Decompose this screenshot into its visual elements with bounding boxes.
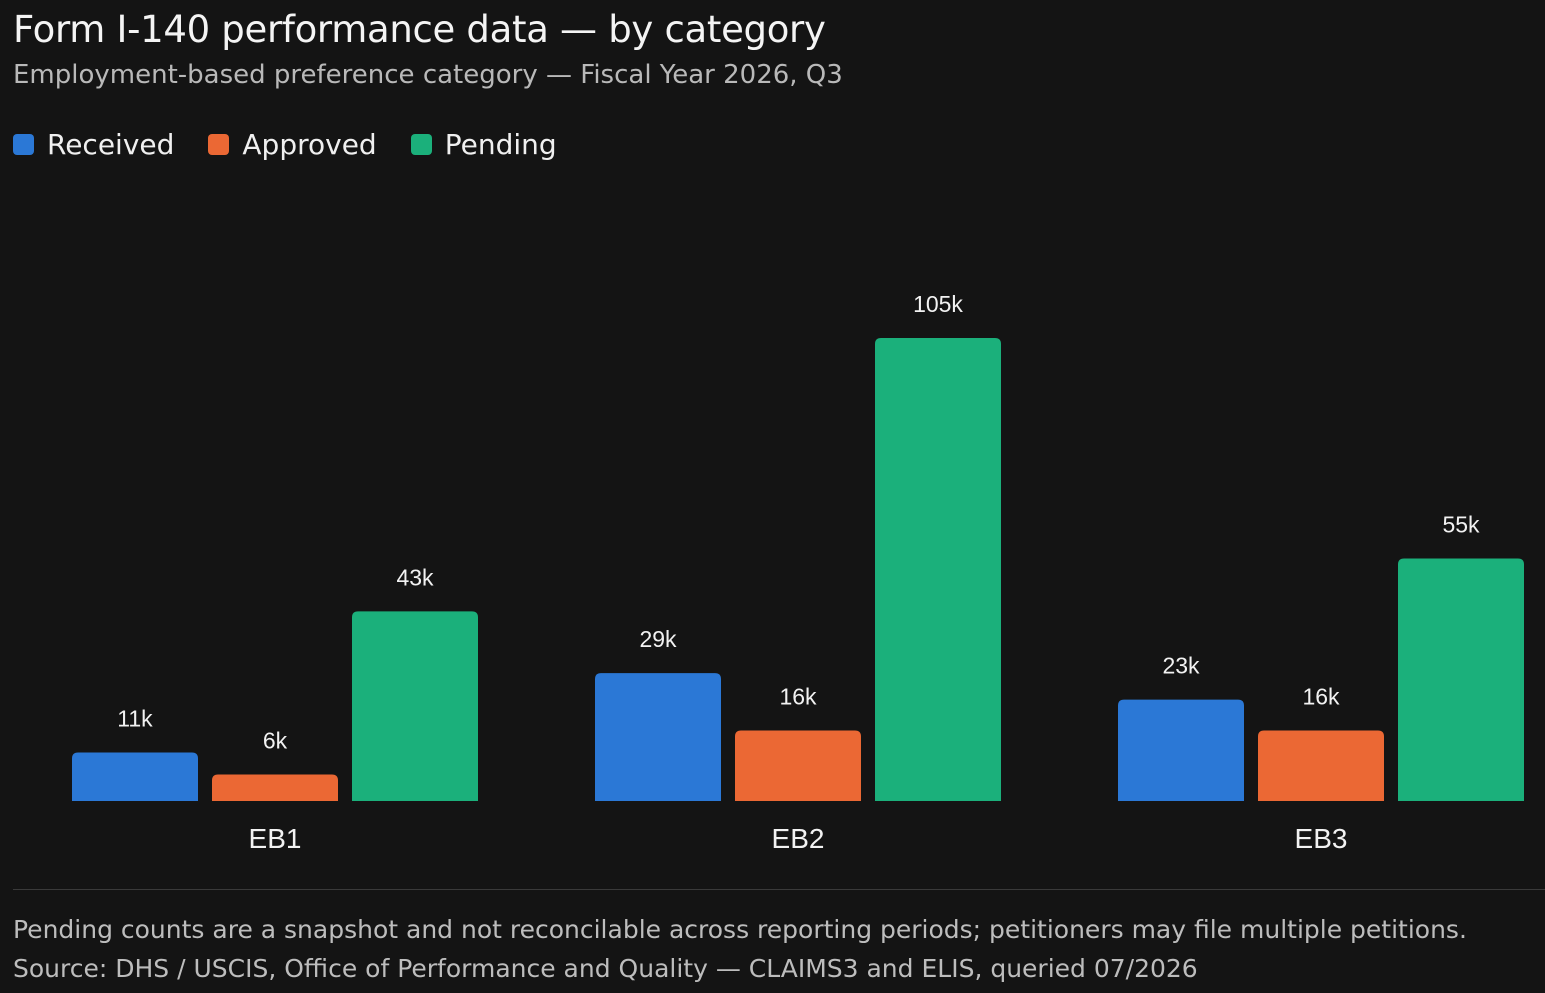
bar-value-label-eb2-received: 29k	[639, 626, 677, 652]
bar-eb2-approved	[735, 730, 861, 801]
bar-value-label-eb3-received: 23k	[1162, 653, 1200, 679]
bar-value-label-eb1-received: 11k	[117, 705, 153, 731]
legend-swatch-approved	[208, 134, 230, 155]
bar-eb2-pending	[875, 338, 1001, 801]
chart-title: Form I-140 performance data — by categor…	[13, 8, 826, 51]
chart-subtitle: Employment-based preference category — F…	[13, 60, 843, 90]
legend: Received Approved Pending	[13, 128, 591, 161]
bar-eb3-approved	[1258, 730, 1384, 801]
category-label-eb1: EB1	[249, 823, 302, 854]
legend-swatch-received	[13, 134, 34, 155]
bar-eb2-received	[595, 673, 721, 801]
source-note: Source: DHS / USCIS, Office of Performan…	[13, 954, 1198, 983]
bar-value-label-eb2-approved: 16k	[779, 683, 817, 709]
legend-item-approved: Approved	[208, 128, 377, 161]
legend-label-received: Received	[47, 128, 175, 161]
bar-value-label-eb1-pending: 43k	[396, 564, 434, 590]
category-label-eb3: EB3	[1295, 823, 1348, 854]
bar-eb1-pending	[352, 611, 478, 801]
bar-chart: 11k 6k 43k EB1 29k 16k 105k EB2 23k 16k 55k EB3	[72, 291, 1524, 854]
legend-item-pending: Pending	[410, 128, 557, 161]
legend-swatch-pending	[410, 134, 432, 155]
bar-value-label-eb3-pending: 55k	[1442, 511, 1480, 537]
footer-divider	[13, 889, 1545, 890]
bar-eb1-approved	[212, 774, 338, 801]
bar-eb3-pending	[1398, 558, 1524, 801]
legend-item-received: Received	[13, 128, 174, 161]
bar-eb1-received	[72, 752, 198, 801]
footnote: Pending counts are a snapshot and not re…	[13, 915, 1467, 944]
legend-label-pending: Pending	[444, 128, 557, 161]
bar-value-label-eb1-approved: 6k	[263, 728, 288, 754]
bar-value-label-eb2-pending: 105k	[913, 291, 963, 317]
category-label-eb2: EB2	[772, 823, 825, 854]
legend-label-approved: Approved	[242, 128, 377, 161]
bar-eb3-received	[1118, 699, 1244, 801]
bar-value-label-eb3-approved: 16k	[1302, 683, 1340, 709]
